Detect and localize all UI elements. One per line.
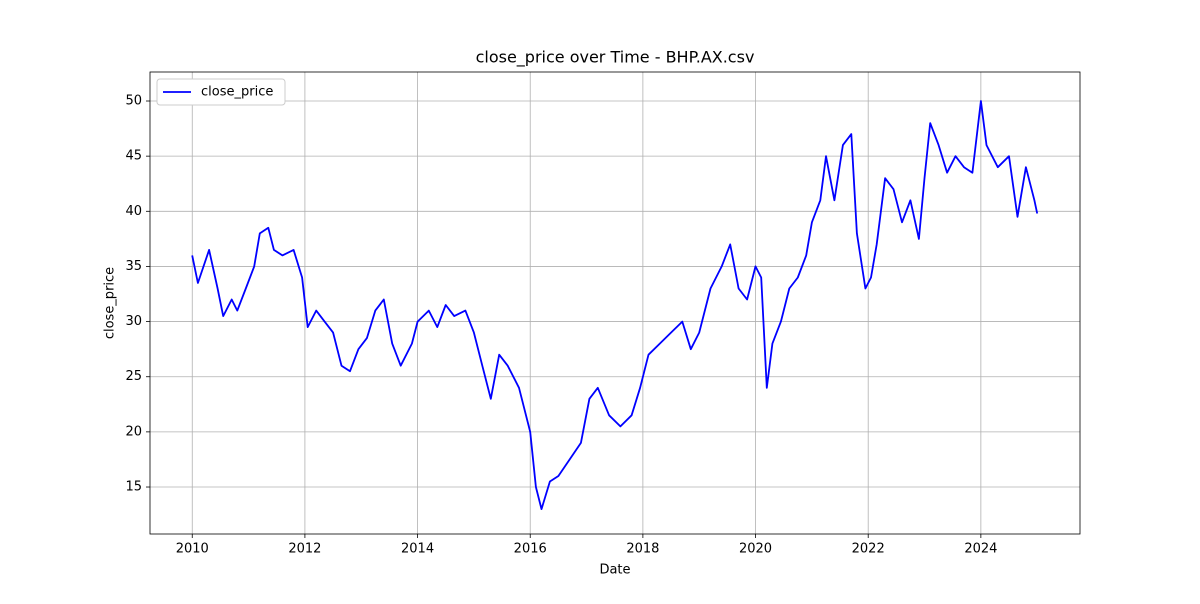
line bbox=[191, 100, 1039, 510]
y-tick-label: 15 bbox=[125, 480, 142, 495]
chart-title: close_price over Time - BHP.AX.csv bbox=[476, 48, 755, 68]
x-tick-label: 2024 bbox=[964, 542, 997, 557]
y-tick-label: 20 bbox=[125, 424, 142, 439]
legend-label: close_price bbox=[201, 85, 273, 100]
y-tick-label: 50 bbox=[125, 94, 142, 109]
x-tick-label: 2014 bbox=[401, 542, 434, 557]
plot-frame bbox=[149, 71, 1081, 535]
legend-box bbox=[156, 78, 286, 106]
y-tick-label: 25 bbox=[125, 369, 142, 384]
y-tick-label: 35 bbox=[125, 259, 142, 274]
x-tick-label: 2022 bbox=[852, 542, 885, 557]
x-tick-label: 2010 bbox=[176, 542, 209, 557]
x-tick-label: 2012 bbox=[288, 542, 321, 557]
x-tick-label: 2020 bbox=[739, 542, 772, 557]
y-tick-label: 40 bbox=[125, 204, 142, 219]
y-axis-label: close_price bbox=[103, 267, 118, 339]
y-tick-label: 30 bbox=[125, 314, 142, 329]
y-tick-label: 45 bbox=[125, 149, 142, 164]
x-tick-label: 2016 bbox=[514, 542, 547, 557]
x-tick-label: 2018 bbox=[626, 542, 659, 557]
x-axis-label: Date bbox=[599, 563, 630, 578]
